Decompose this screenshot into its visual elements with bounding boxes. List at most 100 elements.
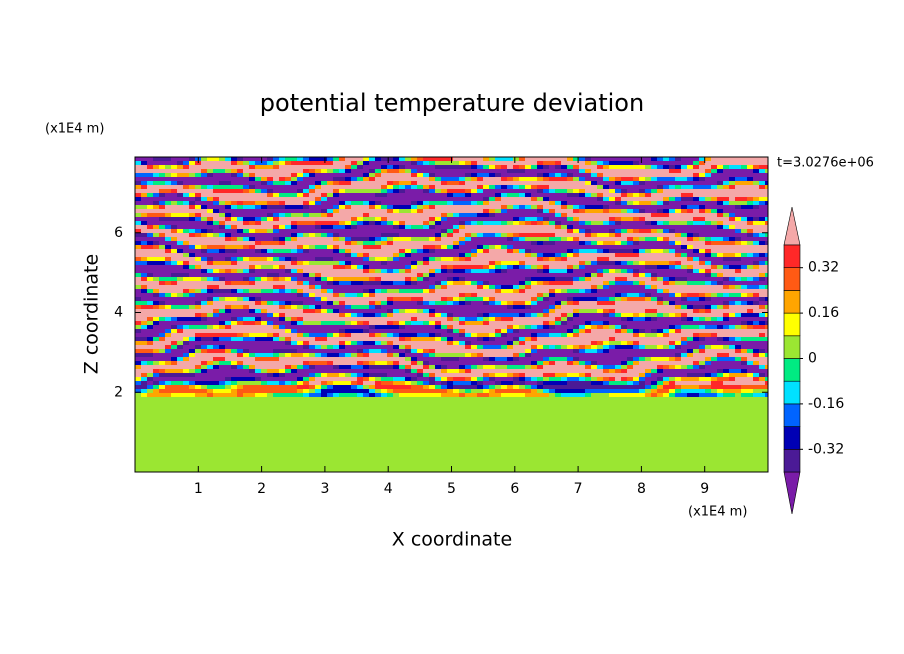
field-cell xyxy=(213,253,220,258)
field-cell xyxy=(411,185,418,190)
field-cell xyxy=(699,329,706,334)
field-cell xyxy=(435,173,442,178)
field-cell xyxy=(753,225,760,230)
field-cell xyxy=(273,229,280,234)
field-cell xyxy=(729,241,736,246)
field-cell xyxy=(723,281,730,286)
field-cell xyxy=(765,297,769,302)
field-cell xyxy=(531,157,538,162)
field-cell xyxy=(609,229,616,234)
field-cell xyxy=(213,257,220,262)
field-cell xyxy=(363,277,370,282)
field-cell xyxy=(195,305,202,310)
field-cell xyxy=(171,253,178,258)
field-cell xyxy=(303,309,310,314)
field-cell xyxy=(381,305,388,310)
field-cell xyxy=(165,297,172,302)
field-cell xyxy=(405,213,412,218)
field-cell xyxy=(441,305,448,310)
field-cell xyxy=(483,293,490,298)
field-cell xyxy=(231,289,238,294)
field-cell xyxy=(423,241,430,246)
field-cell xyxy=(207,181,214,186)
field-cell xyxy=(255,265,262,270)
field-cell xyxy=(201,297,208,302)
field-cell xyxy=(735,337,742,342)
field-cell xyxy=(729,225,736,230)
field-cell xyxy=(159,177,166,182)
field-cell xyxy=(651,305,658,310)
field-cell xyxy=(753,157,760,162)
field-cell xyxy=(537,241,544,246)
field-cell xyxy=(543,157,550,162)
field-cell xyxy=(141,273,148,278)
field-cell xyxy=(597,261,604,266)
field-cell xyxy=(153,329,160,334)
field-cell xyxy=(405,181,412,186)
field-cell xyxy=(477,161,484,166)
field-cell xyxy=(327,309,334,314)
field-cell xyxy=(615,309,622,314)
field-cell xyxy=(483,205,490,210)
field-cell xyxy=(333,189,340,194)
field-cell xyxy=(729,285,736,290)
field-cell xyxy=(363,337,370,342)
field-cell xyxy=(183,289,190,294)
field-cell xyxy=(315,221,322,226)
field-cell xyxy=(741,317,748,322)
field-cell xyxy=(465,337,472,342)
field-cell xyxy=(159,165,166,170)
field-cell xyxy=(165,341,172,346)
field-cell xyxy=(543,213,550,218)
field-cell xyxy=(237,305,244,310)
field-cell xyxy=(393,177,400,182)
field-cell xyxy=(723,169,730,174)
field-cell xyxy=(717,169,724,174)
field-cell xyxy=(315,193,322,198)
field-cell xyxy=(189,217,196,222)
field-cell xyxy=(717,201,724,206)
field-cell xyxy=(225,161,232,166)
field-cell xyxy=(699,193,706,198)
field-cell xyxy=(555,341,562,346)
field-cell xyxy=(609,285,616,290)
field-cell xyxy=(729,317,736,322)
field-cell xyxy=(261,305,268,310)
field-cell xyxy=(519,297,526,302)
field-cell xyxy=(327,193,334,198)
field-cell xyxy=(159,205,166,210)
field-cell xyxy=(621,253,628,258)
field-cell xyxy=(645,293,652,298)
field-cell xyxy=(573,173,580,178)
field-cell xyxy=(303,305,310,310)
field-cell xyxy=(513,193,520,198)
field-cell xyxy=(687,273,694,278)
field-cell xyxy=(693,273,700,278)
field-cell xyxy=(375,301,382,306)
field-cell xyxy=(627,185,634,190)
field-cell xyxy=(729,325,736,330)
field-cell xyxy=(567,181,574,186)
field-cell xyxy=(237,217,244,222)
field-cell xyxy=(189,301,196,306)
field-cell xyxy=(663,277,670,282)
field-cell xyxy=(717,233,724,238)
field-cell xyxy=(375,213,382,218)
field-cell xyxy=(213,261,220,266)
field-cell xyxy=(309,209,316,214)
field-cell xyxy=(267,317,274,322)
field-cell xyxy=(177,313,184,318)
field-cell xyxy=(207,257,214,262)
field-cell xyxy=(213,317,220,322)
field-cell xyxy=(471,213,478,218)
field-cell xyxy=(411,225,418,230)
field-cell xyxy=(213,173,220,178)
field-cell xyxy=(663,177,670,182)
field-cell xyxy=(387,305,394,310)
field-cell xyxy=(495,277,502,282)
field-cell xyxy=(465,165,472,170)
field-cell xyxy=(141,269,148,274)
field-cell xyxy=(681,285,688,290)
field-cell xyxy=(699,309,706,314)
field-cell xyxy=(603,181,610,186)
